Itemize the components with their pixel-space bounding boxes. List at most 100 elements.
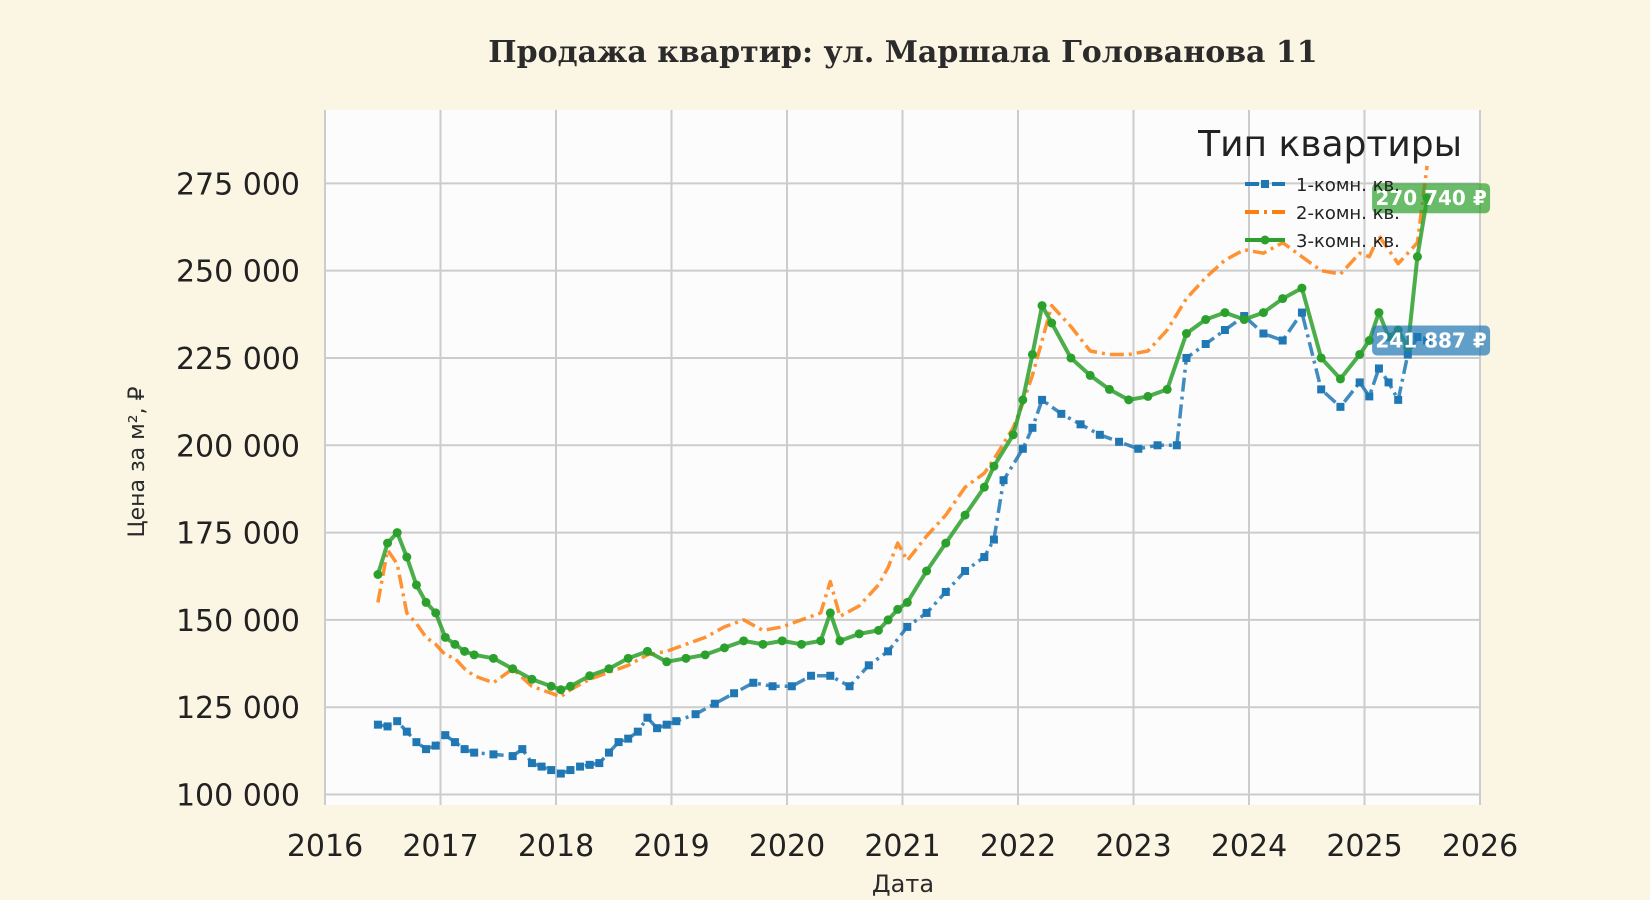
data-point	[373, 720, 382, 729]
data-point	[826, 671, 835, 680]
y-tick-label: 125 000	[176, 691, 300, 726]
data-point	[1134, 444, 1143, 453]
data-point	[864, 661, 873, 670]
data-point	[1104, 384, 1114, 394]
data-point	[1317, 385, 1326, 394]
legend-item-3: 3-комн. кв.	[1245, 231, 1400, 252]
data-point	[383, 538, 393, 548]
data-point	[893, 604, 903, 614]
last-value-labels: 241 887 ₽ 270 740 ₽	[1372, 183, 1491, 356]
data-point	[643, 713, 652, 722]
data-point	[903, 622, 912, 631]
data-point	[1018, 444, 1027, 453]
last-value-box	[1372, 183, 1491, 214]
legend-label: 3-комн. кв.	[1296, 231, 1400, 252]
data-point	[749, 678, 758, 687]
data-point	[1278, 294, 1288, 304]
data-point	[441, 731, 450, 740]
data-point	[1047, 318, 1057, 328]
data-point	[585, 760, 594, 769]
data-point	[489, 750, 498, 759]
data-point	[845, 682, 854, 691]
legend-title: Тип квартиры	[1197, 124, 1462, 165]
x-axis-label: Дата	[872, 870, 934, 898]
data-point	[576, 762, 585, 771]
legend-label: 1-комн. кв.	[1296, 175, 1400, 196]
data-point	[739, 636, 749, 646]
data-point	[1153, 441, 1162, 450]
data-point	[1278, 336, 1287, 345]
data-point	[883, 615, 893, 625]
data-point	[1355, 378, 1364, 387]
legend-item-2: 2-комн. кв.	[1245, 203, 1400, 224]
data-point	[623, 653, 633, 663]
data-point	[1143, 391, 1153, 401]
data-point	[1364, 336, 1374, 346]
series-2	[376, 165, 1429, 699]
last-value-text: 270 740 ₽	[1375, 186, 1486, 210]
data-point	[961, 567, 970, 576]
data-point	[556, 769, 565, 778]
data-point	[960, 510, 970, 520]
legend-label: 2-комн. кв.	[1296, 203, 1400, 224]
data-point	[1124, 395, 1134, 405]
data-point	[1259, 329, 1268, 338]
data-point	[787, 682, 796, 691]
data-point	[633, 727, 642, 736]
data-point	[402, 552, 412, 562]
data-point	[421, 597, 431, 607]
legend-marker	[1260, 235, 1270, 245]
data-point	[469, 650, 479, 660]
legend: Тип квартиры 1-комн. кв. 2-комн. кв. 3-комн…	[1197, 124, 1462, 252]
data-point	[730, 689, 739, 698]
data-point	[807, 671, 816, 680]
data-point	[440, 632, 450, 642]
data-point	[1297, 308, 1306, 317]
data-point	[1076, 420, 1085, 429]
data-point	[873, 625, 883, 635]
x-tick-label: 2026	[1442, 829, 1518, 864]
data-point	[710, 699, 719, 708]
last-value-text: 241 887 ₽	[1375, 329, 1486, 353]
x-tick-label: 2025	[1326, 829, 1402, 864]
data-point	[1057, 409, 1066, 418]
data-point	[1038, 395, 1047, 404]
data-point	[1095, 430, 1104, 439]
data-point	[758, 639, 768, 649]
data-point	[1335, 374, 1345, 384]
data-point	[595, 759, 604, 768]
x-tick-label: 2024	[1211, 829, 1287, 864]
x-tick-label: 2019	[633, 829, 709, 864]
data-point	[1297, 283, 1307, 293]
data-point	[624, 734, 633, 743]
last-value-label-3: 270 740 ₽	[1372, 183, 1491, 214]
x-tick-label: 2023	[1095, 829, 1171, 864]
data-point	[488, 653, 498, 663]
data-point	[941, 587, 950, 596]
y-axis-label: Цена за м², ₽	[125, 386, 150, 537]
y-tick-label: 275 000	[176, 167, 300, 202]
y-tick-label: 150 000	[176, 604, 300, 639]
data-point	[672, 717, 681, 726]
x-tick-label: 2016	[287, 829, 363, 864]
data-point	[884, 647, 893, 656]
data-point	[614, 738, 623, 747]
data-point	[450, 639, 460, 649]
x-tick-label: 2022	[980, 829, 1056, 864]
chart-title: Продажа квартир: ул. Маршала Голованова …	[488, 35, 1317, 70]
data-point	[1008, 430, 1018, 440]
data-point	[1182, 353, 1191, 362]
series-line	[375, 197, 1430, 692]
data-point	[450, 738, 459, 747]
y-tick-label: 100 000	[176, 779, 300, 814]
x-tick-label: 2021	[864, 829, 940, 864]
data-point	[1258, 308, 1268, 318]
data-point	[393, 717, 402, 726]
y-tick-label: 225 000	[176, 342, 300, 377]
data-point	[1201, 339, 1210, 348]
x-tick-label: 2018	[518, 829, 594, 864]
data-point	[922, 608, 931, 617]
data-point	[999, 476, 1008, 485]
